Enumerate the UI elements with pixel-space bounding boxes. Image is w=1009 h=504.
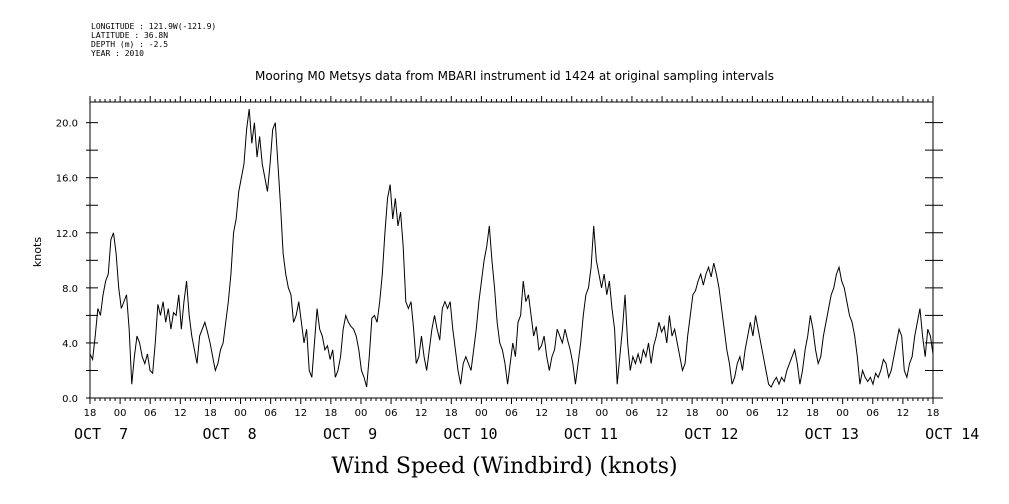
x-tick-label: 18 <box>324 408 337 419</box>
y-axis-label: knots <box>31 237 44 267</box>
x-axis-label: Wind Speed (Windbird) (knots) <box>331 454 678 479</box>
x-tick-label: 00 <box>836 408 849 419</box>
x-tick-label: 06 <box>264 408 277 419</box>
x-date-label: OCT 13 <box>805 425 859 443</box>
x-tick-label: 18 <box>84 408 97 419</box>
y-tick-label: 12.0 <box>56 229 78 240</box>
x-tick-label: 12 <box>415 408 428 419</box>
x-tick-label: 06 <box>746 408 759 419</box>
x-date-label: OCT 8 <box>203 425 257 443</box>
x-tick-label: 12 <box>776 408 789 419</box>
x-tick-label: 12 <box>535 408 548 419</box>
x-tick-label: 12 <box>656 408 669 419</box>
x-tick-label: 00 <box>234 408 247 419</box>
x-date-label: OCT 14 <box>925 425 979 443</box>
longitude-text: LONGITUDE : 121.9W(-121.9) <box>91 22 217 31</box>
x-tick-label: 18 <box>204 408 217 419</box>
x-tick-label: 06 <box>385 408 398 419</box>
x-tick-label: 00 <box>355 408 368 419</box>
x-tick-label: 06 <box>626 408 639 419</box>
x-date-label: OCT 11 <box>564 425 618 443</box>
x-tick-label: 00 <box>475 408 488 419</box>
x-tick-label: 06 <box>144 408 157 419</box>
x-date-label: OCT 7 <box>74 425 128 443</box>
chart-axes: 0.0 4.0 8.0 12.0 16.0 20.0 18 00 06 12 18 00 06 12 18 0… <box>56 96 979 443</box>
y-tick-label: 16.0 <box>56 174 78 185</box>
x-tick-label: 06 <box>866 408 879 419</box>
y-tick-label: 4.0 <box>62 339 78 350</box>
x-tick-label: 00 <box>114 408 127 419</box>
metadata-block: LONGITUDE : 121.9W(-121.9) LATITUDE : 36… <box>91 22 216 58</box>
year-text: YEAR : 2010 <box>91 49 144 58</box>
y-tick-label: 8.0 <box>62 284 78 295</box>
x-date-label: OCT 10 <box>443 425 497 443</box>
x-tick-label: 18 <box>927 408 940 419</box>
x-tick-label: 18 <box>445 408 458 419</box>
chart-title: Mooring M0 Metsys data from MBARI instru… <box>255 69 774 83</box>
wind-speed-line <box>89 108 934 388</box>
x-tick-label: 00 <box>595 408 608 419</box>
x-tick-label: 18 <box>686 408 699 419</box>
depth-text: DEPTH (m) : -2.5 <box>91 40 169 49</box>
y-tick-label: 0.0 <box>62 394 78 405</box>
y-tick-label: 20.0 <box>56 119 78 130</box>
x-tick-label: 06 <box>505 408 518 419</box>
x-tick-label: 12 <box>897 408 910 419</box>
x-tick-label: 12 <box>174 408 187 419</box>
x-tick-label: 18 <box>565 408 578 419</box>
x-tick-label: 18 <box>806 408 819 419</box>
x-date-label: OCT 9 <box>323 425 377 443</box>
latitude-text: LATITUDE : 36.8N <box>91 31 169 40</box>
x-date-label: OCT 12 <box>684 425 738 443</box>
chart-series <box>89 108 934 388</box>
x-tick-label: 12 <box>294 408 307 419</box>
x-tick-label: 00 <box>716 408 729 419</box>
